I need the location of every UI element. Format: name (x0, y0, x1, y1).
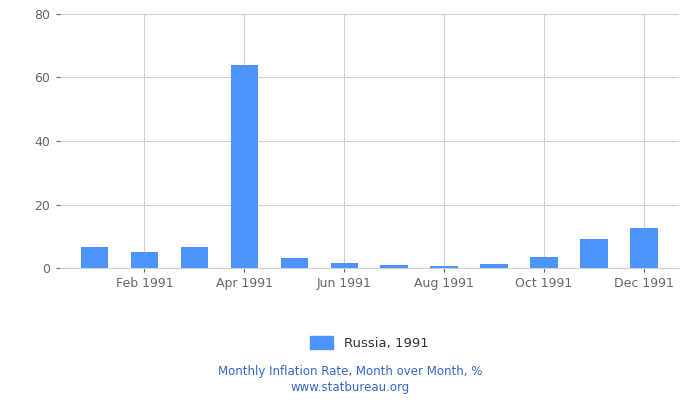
Bar (630, 228, 658, 268)
Bar (531, 257, 558, 268)
Bar (80, 247, 108, 268)
Bar (580, 240, 608, 268)
Legend: Russia, 1991: Russia, 1991 (304, 330, 434, 355)
Bar (330, 263, 358, 268)
Bar (281, 258, 308, 268)
Text: Monthly Inflation Rate, Month over Month, %: Monthly Inflation Rate, Month over Month… (218, 365, 482, 378)
Bar (381, 266, 408, 268)
Bar (480, 264, 508, 268)
Bar (230, 65, 258, 268)
Bar (131, 252, 158, 268)
Bar (181, 247, 208, 268)
Text: www.statbureau.org: www.statbureau.org (290, 381, 410, 394)
Bar (430, 266, 458, 268)
